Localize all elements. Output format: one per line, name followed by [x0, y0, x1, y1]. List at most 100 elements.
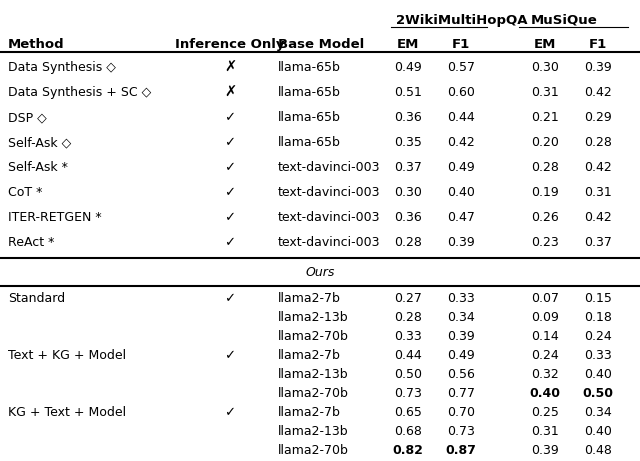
Text: 0.39: 0.39 [584, 61, 612, 74]
Text: 0.34: 0.34 [584, 406, 612, 419]
Text: 0.15: 0.15 [584, 292, 612, 305]
Text: 0.73: 0.73 [447, 425, 475, 438]
Text: 0.37: 0.37 [394, 161, 422, 174]
Text: 0.36: 0.36 [394, 211, 422, 224]
Text: llama2-7b: llama2-7b [278, 292, 341, 305]
Text: 0.73: 0.73 [394, 387, 422, 400]
Text: 0.49: 0.49 [394, 61, 422, 74]
Text: 0.49: 0.49 [447, 349, 475, 362]
Text: F1: F1 [452, 38, 470, 51]
Text: 0.28: 0.28 [394, 236, 422, 249]
Text: 0.40: 0.40 [584, 368, 612, 381]
Text: Text + KG + Model: Text + KG + Model [8, 349, 126, 362]
Text: 0.48: 0.48 [584, 444, 612, 457]
Text: ✗: ✗ [224, 85, 236, 100]
Text: 0.44: 0.44 [447, 111, 475, 124]
Text: llama-65b: llama-65b [278, 136, 341, 149]
Text: ReAct *: ReAct * [8, 236, 54, 249]
Text: 0.60: 0.60 [447, 86, 475, 99]
Text: 0.50: 0.50 [582, 387, 614, 400]
Text: 0.87: 0.87 [445, 444, 476, 457]
Text: 0.29: 0.29 [584, 111, 612, 124]
Text: llama2-7b: llama2-7b [278, 349, 341, 362]
Text: text-davinci-003: text-davinci-003 [278, 211, 381, 224]
Text: ✓: ✓ [225, 136, 236, 149]
Text: llama-65b: llama-65b [278, 111, 341, 124]
Text: 0.25: 0.25 [531, 406, 559, 419]
Text: llama2-70b: llama2-70b [278, 444, 349, 457]
Text: EM: EM [534, 38, 556, 51]
Text: 0.42: 0.42 [584, 161, 612, 174]
Text: CoT *: CoT * [8, 186, 42, 199]
Text: F1: F1 [589, 38, 607, 51]
Text: MuSiQue: MuSiQue [531, 14, 598, 27]
Text: 0.42: 0.42 [584, 86, 612, 99]
Text: ✓: ✓ [225, 236, 236, 249]
Text: 0.31: 0.31 [531, 425, 559, 438]
Text: 0.31: 0.31 [584, 186, 612, 199]
Text: Ours: Ours [305, 266, 335, 278]
Text: ✓: ✓ [225, 349, 236, 362]
Text: 0.33: 0.33 [584, 349, 612, 362]
Text: llama2-13b: llama2-13b [278, 368, 349, 381]
Text: 0.47: 0.47 [447, 211, 475, 224]
Text: DSP ◇: DSP ◇ [8, 111, 47, 124]
Text: ✓: ✓ [225, 292, 236, 305]
Text: 0.21: 0.21 [531, 111, 559, 124]
Text: 0.40: 0.40 [529, 387, 561, 400]
Text: 0.57: 0.57 [447, 61, 475, 74]
Text: 0.32: 0.32 [531, 368, 559, 381]
Text: ✓: ✓ [225, 111, 236, 124]
Text: 0.26: 0.26 [531, 211, 559, 224]
Text: 0.34: 0.34 [447, 311, 475, 324]
Text: 0.40: 0.40 [447, 186, 475, 199]
Text: 0.42: 0.42 [584, 211, 612, 224]
Text: text-davinci-003: text-davinci-003 [278, 236, 381, 249]
Text: 0.30: 0.30 [394, 186, 422, 199]
Text: 0.68: 0.68 [394, 425, 422, 438]
Text: 0.50: 0.50 [394, 368, 422, 381]
Text: 0.18: 0.18 [584, 311, 612, 324]
Text: ✓: ✓ [225, 161, 236, 174]
Text: ✓: ✓ [225, 406, 236, 419]
Text: llama2-7b: llama2-7b [278, 406, 341, 419]
Text: 0.65: 0.65 [394, 406, 422, 419]
Text: 0.20: 0.20 [531, 136, 559, 149]
Text: Self-Ask *: Self-Ask * [8, 161, 68, 174]
Text: Standard: Standard [8, 292, 65, 305]
Text: 0.24: 0.24 [531, 349, 559, 362]
Text: 0.39: 0.39 [447, 236, 475, 249]
Text: ✗: ✗ [224, 60, 236, 75]
Text: llama-65b: llama-65b [278, 61, 341, 74]
Text: 2WikiMultiHopQA: 2WikiMultiHopQA [396, 14, 527, 27]
Text: 0.30: 0.30 [531, 61, 559, 74]
Text: llama2-13b: llama2-13b [278, 311, 349, 324]
Text: text-davinci-003: text-davinci-003 [278, 186, 381, 199]
Text: 0.33: 0.33 [447, 292, 475, 305]
Text: 0.51: 0.51 [394, 86, 422, 99]
Text: 0.24: 0.24 [584, 330, 612, 343]
Text: llama2-13b: llama2-13b [278, 425, 349, 438]
Text: text-davinci-003: text-davinci-003 [278, 161, 381, 174]
Text: llama2-70b: llama2-70b [278, 330, 349, 343]
Text: 0.42: 0.42 [447, 136, 475, 149]
Text: ITER-RETGEN *: ITER-RETGEN * [8, 211, 102, 224]
Text: 0.49: 0.49 [447, 161, 475, 174]
Text: KG + Text + Model: KG + Text + Model [8, 406, 126, 419]
Text: 0.56: 0.56 [447, 368, 475, 381]
Text: Method: Method [8, 38, 65, 51]
Text: 0.70: 0.70 [447, 406, 475, 419]
Text: 0.19: 0.19 [531, 186, 559, 199]
Text: 0.37: 0.37 [584, 236, 612, 249]
Text: ✓: ✓ [225, 186, 236, 199]
Text: EM: EM [397, 38, 419, 51]
Text: 0.28: 0.28 [394, 311, 422, 324]
Text: 0.44: 0.44 [394, 349, 422, 362]
Text: 0.31: 0.31 [531, 86, 559, 99]
Text: llama-65b: llama-65b [278, 86, 341, 99]
Text: 0.09: 0.09 [531, 311, 559, 324]
Text: Data Synthesis + SC ◇: Data Synthesis + SC ◇ [8, 86, 151, 99]
Text: 0.77: 0.77 [447, 387, 475, 400]
Text: 0.39: 0.39 [447, 330, 475, 343]
Text: Data Synthesis ◇: Data Synthesis ◇ [8, 61, 116, 74]
